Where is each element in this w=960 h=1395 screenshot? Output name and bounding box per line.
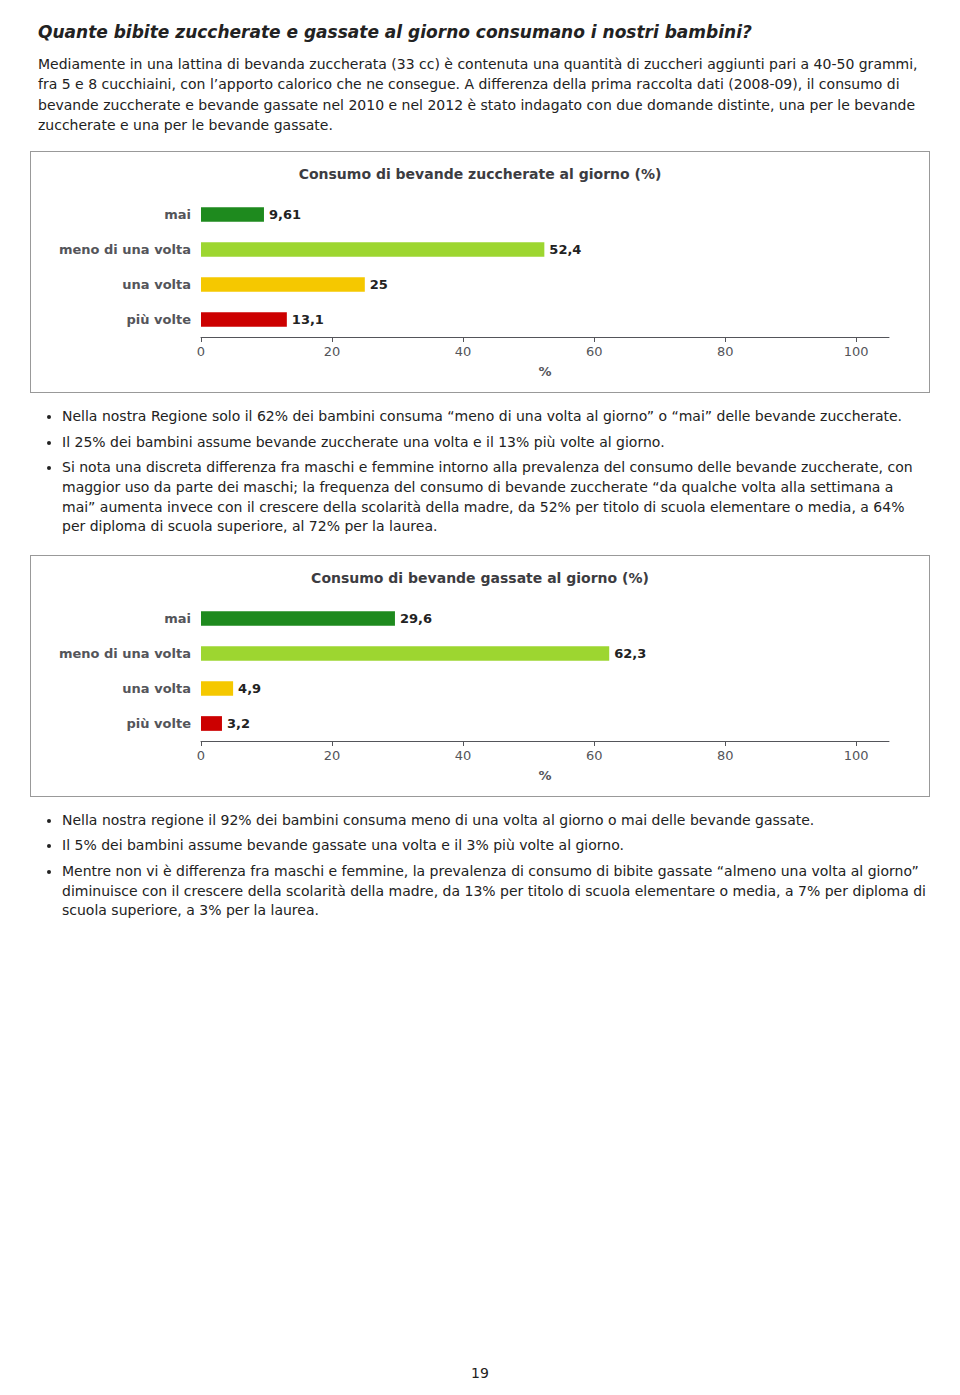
- svg-text:25: 25: [370, 277, 388, 292]
- svg-text:80: 80: [717, 344, 734, 359]
- svg-text:meno di una volta: meno di una volta: [59, 646, 191, 661]
- html-text:19: 19: [471, 1365, 489, 1381]
- svg-text:mai: mai: [164, 207, 191, 222]
- svg-text:52,4: 52,4: [549, 242, 581, 257]
- svg-text:Consumo di bevande gassate al: Consumo di bevande gassate al giorno (%): [311, 570, 649, 586]
- html-text:Quante bibite zuccherate e gas: Quante bibite zuccherate e gassate al gi…: [38, 22, 752, 42]
- svg-text:60: 60: [586, 344, 603, 359]
- svg-text:4,9: 4,9: [238, 681, 261, 696]
- html-text:Si nota una discreta differenz: Si nota una discreta differenza fra masc…: [62, 459, 913, 535]
- svg-text:Consumo di bevande zuccherate: Consumo di bevande zuccherate al giorno …: [299, 166, 662, 182]
- svg-text:meno di una volta: meno di una volta: [59, 242, 191, 257]
- svg-text:60: 60: [586, 748, 603, 763]
- html-text:Nella nostra regione il 92% de: Nella nostra regione il 92% dei bambini …: [62, 811, 815, 828]
- svg-text:80: 80: [717, 748, 734, 763]
- html-text:Nella nostra Regione solo il 6: Nella nostra Regione solo il 62% dei bam…: [62, 408, 902, 425]
- svg-text:3,2: 3,2: [227, 716, 250, 731]
- svg-text:più volte: più volte: [127, 312, 192, 327]
- svg-text:%: %: [538, 364, 551, 379]
- svg-text:40: 40: [455, 748, 472, 763]
- svg-text:62,3: 62,3: [614, 646, 646, 661]
- html-text:Il 25% dei bambini assume beva: Il 25% dei bambini assume bevande zucche…: [62, 433, 665, 450]
- svg-text:più volte: più volte: [127, 716, 192, 731]
- svg-text:29,6: 29,6: [400, 611, 432, 626]
- svg-text:mai: mai: [164, 611, 191, 626]
- svg-text:100: 100: [844, 748, 869, 763]
- svg-text:40: 40: [455, 344, 472, 359]
- svg-text:0: 0: [197, 344, 205, 359]
- svg-text:13,1: 13,1: [292, 312, 324, 327]
- svg-text:100: 100: [844, 344, 869, 359]
- svg-text:0: 0: [197, 748, 205, 763]
- svg-text:una volta: una volta: [122, 681, 191, 696]
- html-text:Il 5% dei bambini assume bevan: Il 5% dei bambini assume bevande gassate…: [62, 837, 624, 854]
- svg-text:%: %: [538, 768, 551, 783]
- svg-text:9,61: 9,61: [269, 207, 301, 222]
- svg-text:20: 20: [324, 344, 341, 359]
- svg-text:20: 20: [324, 748, 341, 763]
- html-text:Mentre non vi è differenza fra: Mentre non vi è differenza fra maschi e …: [62, 862, 926, 919]
- html-text:Mediamente in una lattina di b: Mediamente in una lattina di bevanda zuc…: [38, 56, 918, 133]
- svg-text:una volta: una volta: [122, 277, 191, 292]
